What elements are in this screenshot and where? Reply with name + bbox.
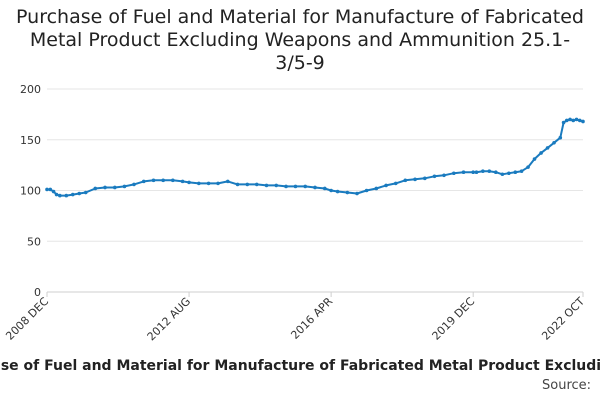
data-point bbox=[254, 182, 259, 187]
y-tick-label: 0 bbox=[34, 286, 41, 299]
data-point bbox=[442, 173, 446, 178]
legend-series-label: Purchase of Fuel and Material for Manufa… bbox=[0, 358, 600, 374]
x-tick-label: 2019 DEC bbox=[430, 295, 478, 343]
data-point bbox=[526, 165, 530, 169]
source-label: Source: bbox=[542, 378, 592, 393]
chart-title: Purchase of Fuel and Material for Manufa… bbox=[0, 6, 600, 75]
data-point bbox=[122, 184, 127, 189]
data-point bbox=[83, 190, 88, 195]
data-point bbox=[264, 183, 269, 188]
data-point bbox=[364, 188, 369, 193]
data-point bbox=[519, 169, 524, 174]
data-point bbox=[329, 188, 333, 193]
data-point bbox=[539, 151, 543, 155]
data-point bbox=[64, 193, 69, 198]
y-tick-label: 150 bbox=[20, 134, 41, 147]
x-tick-label: 2008 DEC bbox=[3, 295, 51, 343]
data-point bbox=[187, 180, 191, 185]
data-point bbox=[578, 118, 582, 123]
data-point bbox=[423, 176, 427, 181]
data-point bbox=[235, 182, 240, 187]
data-point bbox=[552, 140, 556, 145]
data-point bbox=[451, 171, 456, 176]
data-point bbox=[574, 117, 579, 122]
data-point bbox=[461, 170, 466, 175]
data-point bbox=[245, 182, 250, 187]
data-point bbox=[103, 185, 107, 190]
data-point bbox=[345, 190, 350, 195]
data-point bbox=[545, 146, 550, 150]
series-line bbox=[47, 118, 584, 197]
data-point bbox=[303, 184, 308, 189]
x-axis: 2008 DEC 2012 AUG 2016 APR 2019 DEC 2022 OCT bbox=[3, 292, 587, 343]
y-tick-label: 200 bbox=[20, 83, 41, 96]
data-point bbox=[54, 192, 59, 197]
data-point bbox=[474, 170, 479, 175]
gridlines bbox=[47, 88, 583, 293]
data-point bbox=[564, 118, 569, 123]
data-point bbox=[51, 189, 56, 194]
data-point bbox=[216, 181, 220, 186]
data-point bbox=[293, 184, 298, 189]
data-point bbox=[58, 193, 62, 198]
x-tick-label: 2012 AUG bbox=[145, 295, 194, 344]
data-point bbox=[413, 177, 417, 182]
chart-title-line-2: Metal Product Excluding Weapons and Ammu… bbox=[29, 29, 571, 51]
data-point bbox=[225, 179, 230, 184]
chart-title-line-3: 3/5-9 bbox=[275, 52, 325, 74]
data-point bbox=[171, 178, 175, 183]
data-point bbox=[70, 192, 75, 197]
x-tick-label: 2022 OCT bbox=[539, 295, 587, 343]
data-point bbox=[384, 183, 388, 188]
data-point bbox=[558, 135, 563, 140]
data-point bbox=[581, 119, 585, 124]
data-point bbox=[507, 171, 511, 176]
data-point bbox=[500, 172, 505, 177]
data-point bbox=[45, 187, 49, 192]
data-point bbox=[161, 178, 165, 183]
legend: Purchase of Fuel and Material for Manufa… bbox=[0, 358, 600, 376]
y-tick-label: 100 bbox=[20, 185, 41, 198]
data-point bbox=[355, 191, 359, 196]
data-point bbox=[141, 179, 146, 184]
data-point bbox=[393, 181, 398, 186]
y-axis: 0 50 100 150 200 bbox=[20, 83, 41, 299]
y-tick-label: 50 bbox=[27, 235, 41, 248]
data-point bbox=[403, 178, 408, 183]
data-point bbox=[487, 169, 492, 174]
data-point bbox=[93, 186, 98, 191]
data-point bbox=[335, 189, 340, 194]
data-point bbox=[274, 183, 279, 188]
data-point bbox=[313, 185, 317, 190]
data-point bbox=[532, 157, 537, 161]
data-point bbox=[322, 186, 327, 191]
data-point bbox=[493, 170, 498, 175]
data-point bbox=[77, 191, 82, 196]
x-tick-label: 2016 APR bbox=[288, 295, 335, 342]
data-point bbox=[151, 178, 156, 183]
data-point bbox=[513, 170, 518, 175]
data-point bbox=[568, 117, 572, 122]
data-point bbox=[571, 118, 576, 123]
data-point bbox=[180, 179, 185, 184]
data-point bbox=[112, 185, 117, 190]
plot-area bbox=[45, 117, 585, 198]
data-point bbox=[284, 184, 288, 189]
data-point bbox=[561, 120, 566, 125]
data-point bbox=[206, 181, 211, 186]
data-point bbox=[471, 170, 475, 175]
data-point bbox=[48, 187, 53, 192]
data-point bbox=[481, 169, 485, 174]
data-point bbox=[374, 186, 379, 191]
data-point bbox=[197, 181, 201, 186]
chart-title-line-1: Purchase of Fuel and Material for Manufa… bbox=[16, 6, 584, 28]
data-point bbox=[432, 174, 437, 179]
data-point bbox=[132, 182, 136, 187]
